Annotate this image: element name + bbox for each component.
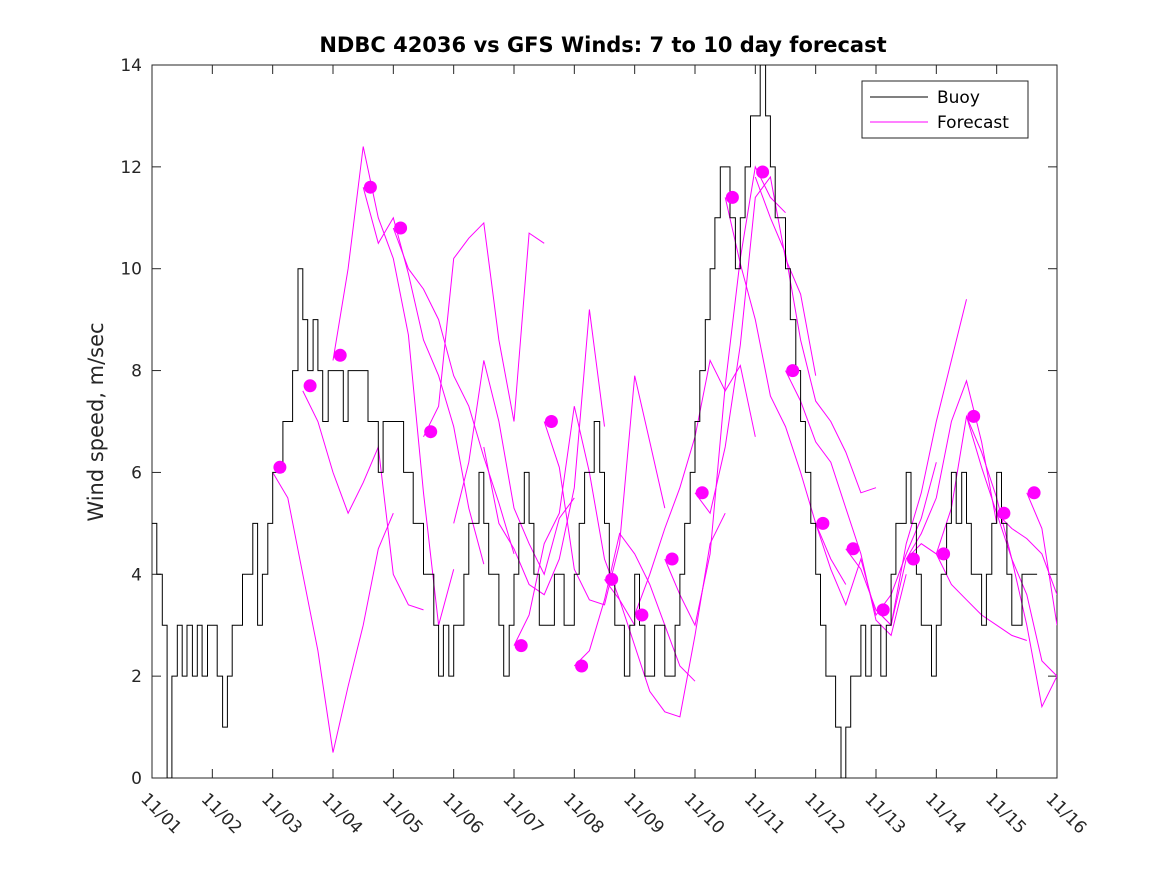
forecast-run-line xyxy=(754,176,877,494)
y-tick-label: 14 xyxy=(120,56,142,76)
axis-ticks xyxy=(151,64,1058,779)
forecast-marker xyxy=(303,379,317,393)
forecast-marker xyxy=(575,659,589,673)
y-tick-label: 2 xyxy=(131,667,142,687)
forecast-marker xyxy=(997,506,1011,520)
forecast-marker xyxy=(695,486,709,500)
x-tick-label: 11/11 xyxy=(740,789,789,838)
x-tick-label: 11/14 xyxy=(921,789,970,838)
legend: Buoy Forecast xyxy=(861,80,1029,139)
forecast-marker xyxy=(333,348,347,362)
forecast-run-line xyxy=(483,309,605,596)
x-tick-label: 11/16 xyxy=(1041,789,1090,838)
forecast-marker xyxy=(846,542,860,556)
x-axis-tick-labels: 11/01 11/02 11/03 11/04 11/05 11/06 11/07 11/08… xyxy=(136,789,1090,838)
forecast-marker xyxy=(937,547,951,561)
plot-area xyxy=(151,64,1058,779)
y-tick-label: 10 xyxy=(120,260,142,280)
x-tick-label: 11/06 xyxy=(438,789,487,838)
forecast-run-line xyxy=(453,360,575,576)
forecast-run-line xyxy=(272,472,394,753)
forecast-run-line xyxy=(966,416,1057,595)
series-layer xyxy=(152,65,1057,778)
x-tick-label: 11/04 xyxy=(317,789,366,838)
x-tick-label: 11/15 xyxy=(981,789,1030,838)
plot-marks xyxy=(152,65,1057,778)
x-tick-label: 11/10 xyxy=(679,789,728,838)
legend-buoy-label: Buoy xyxy=(937,88,980,108)
y-tick-label: 4 xyxy=(131,565,142,585)
x-tick-label: 11/03 xyxy=(257,789,306,838)
x-tick-label: 11/05 xyxy=(378,789,427,838)
x-tick-label: 11/12 xyxy=(800,789,849,838)
forecast-run-line xyxy=(302,390,424,611)
x-tick-label: 11/02 xyxy=(197,789,246,838)
forecast-run-line xyxy=(1026,492,1057,626)
y-tick-label: 6 xyxy=(131,463,142,483)
forecast-run-line xyxy=(664,165,786,627)
x-tick-label: 11/01 xyxy=(136,789,185,838)
forecast-marker xyxy=(424,425,438,439)
forecast-run-line xyxy=(392,227,515,555)
forecast-marker xyxy=(635,608,649,622)
forecast-marker xyxy=(394,221,408,235)
forecast-marker xyxy=(363,180,377,194)
forecast-marker xyxy=(967,409,981,423)
x-tick-label: 11/07 xyxy=(498,789,547,838)
forecast-run-line xyxy=(543,375,666,606)
forecast-marker xyxy=(605,572,619,586)
forecast-marker xyxy=(544,415,558,428)
forecast-marker xyxy=(514,639,528,653)
forecast-marker xyxy=(906,552,920,566)
y-axis-tick-labels: 0 2 4 6 8 10 12 14 xyxy=(120,56,142,789)
x-tick-label: 11/09 xyxy=(619,789,668,838)
y-tick-label: 0 xyxy=(131,769,142,789)
legend-box xyxy=(861,80,1029,139)
forecast-marker xyxy=(876,603,890,617)
forecast-marker xyxy=(1027,486,1041,500)
y-axis-label: Wind speed, m/sec xyxy=(84,322,108,521)
forecast-marker xyxy=(786,364,800,378)
y-tick-label: 8 xyxy=(131,362,142,382)
forecast-marker xyxy=(725,190,739,204)
forecast-run-line xyxy=(724,197,847,585)
forecast-marker xyxy=(273,460,287,474)
forecast-run-line xyxy=(604,512,726,718)
forecast-run-line xyxy=(845,299,967,627)
forecast-marker xyxy=(816,516,830,530)
forecast-run-line xyxy=(423,221,545,438)
forecast-run-line xyxy=(694,175,817,515)
y-tick-label: 12 xyxy=(120,158,142,178)
x-tick-label: 11/13 xyxy=(860,789,909,838)
forecast-run-line xyxy=(905,543,1027,641)
legend-forecast-label: Forecast xyxy=(937,113,1009,133)
buoy-line xyxy=(152,65,1038,778)
forecast-marker xyxy=(756,165,770,179)
forecast-marker xyxy=(665,552,679,566)
x-tick-label: 11/08 xyxy=(559,789,608,838)
chart-title: NDBC 42036 vs GFS Winds: 7 to 10 day for… xyxy=(319,33,886,57)
